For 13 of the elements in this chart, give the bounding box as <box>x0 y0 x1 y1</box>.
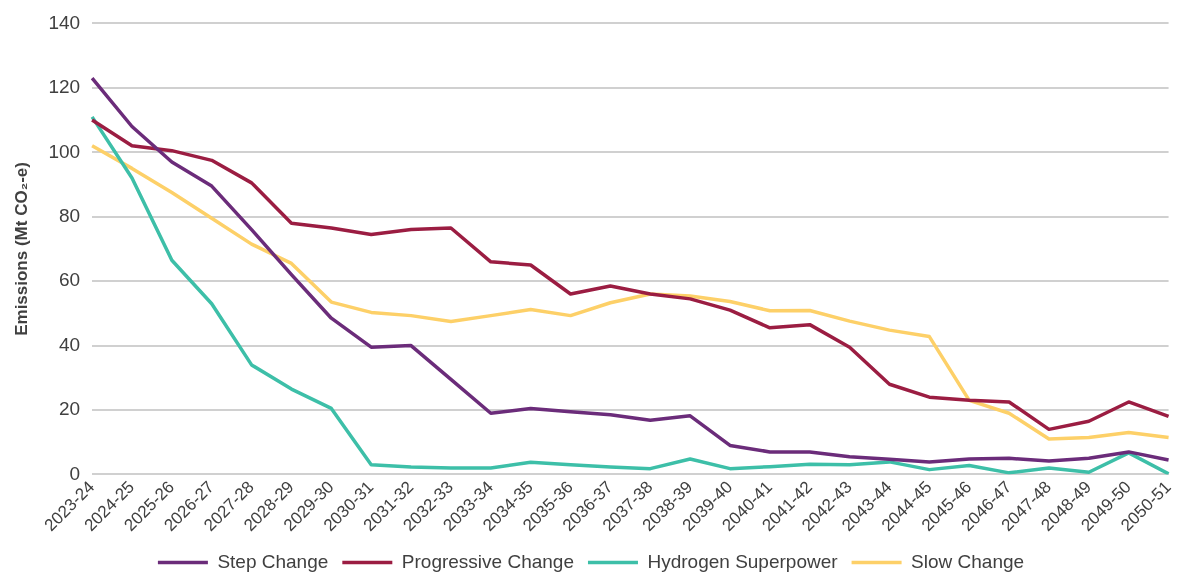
legend-label: Step Change <box>217 550 329 572</box>
y-tick-label: 120 <box>48 76 81 98</box>
y-tick-label: 60 <box>58 269 81 291</box>
y-axis-title: Emissions (Mt CO₂-e) <box>11 162 31 336</box>
legend-label: Progressive Change <box>401 550 574 572</box>
y-tick-label: 100 <box>48 140 81 162</box>
y-tick-label: 0 <box>69 462 81 484</box>
y-tick-label: 80 <box>58 204 81 226</box>
legend-label: Slow Change <box>911 550 1025 572</box>
y-tick-label: 140 <box>48 11 81 33</box>
legend-label: Hydrogen Superpower <box>647 550 839 572</box>
y-tick-label: 20 <box>58 398 81 420</box>
y-tick-label: 40 <box>58 333 81 355</box>
